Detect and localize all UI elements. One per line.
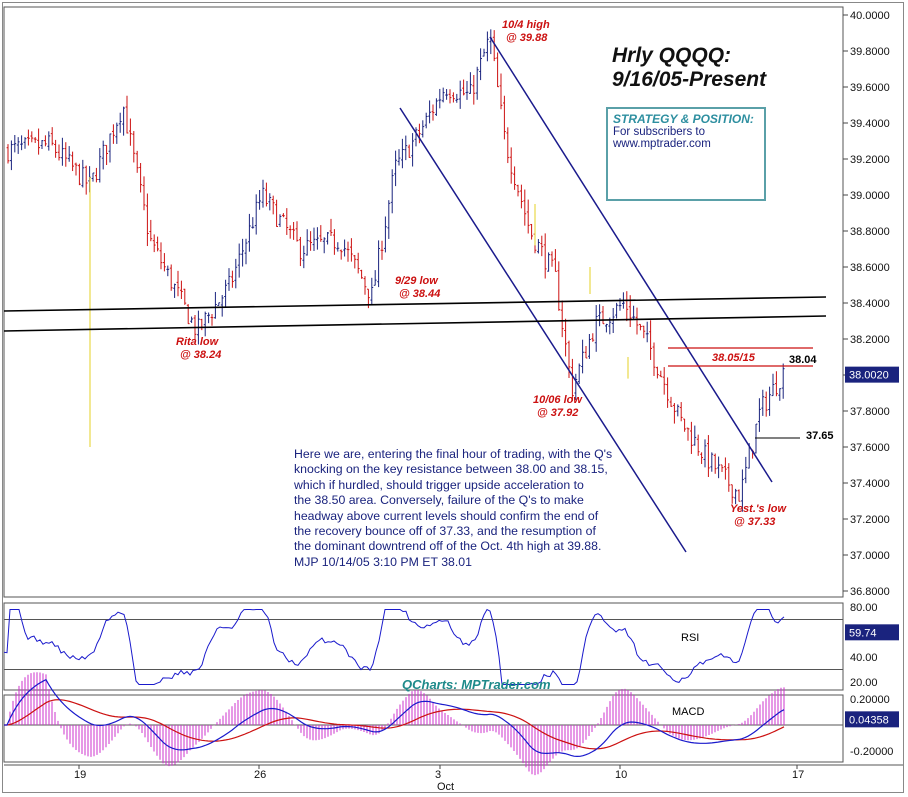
annotation-label: 10/4 high [502, 19, 550, 31]
channel-upper-line [489, 36, 773, 483]
level-label-38-04: 38.04 [789, 354, 817, 366]
level-label-37-65: 37.65 [806, 430, 834, 442]
annotation-value: @ 37.33 [734, 516, 775, 528]
macd-tick-label: 0.20000 [850, 694, 890, 706]
y-tick-label: 36.8000 [850, 586, 890, 598]
x-tick-sublabel: Oct [437, 781, 454, 793]
x-tick-label: 3 [435, 769, 441, 781]
x-tick-label: 26 [254, 769, 266, 781]
rsi-tick-label: 20.00 [850, 677, 878, 689]
strategy-heading: STRATEGY & POSITION: [613, 112, 754, 126]
rsi-panel: 80.00 40.00 20.00 RSI 59.74 [3, 602, 899, 689]
rsi-plot-area [3, 602, 844, 691]
annotation-value: @ 37.92 [537, 407, 578, 419]
annotation-label: 10/06 low [533, 394, 583, 406]
y-tick-label: 38.8000 [850, 226, 890, 238]
chart-title-line1: Hrly QQQQ: [612, 44, 732, 67]
y-tick-label: 39.4000 [850, 118, 890, 130]
y-tick-label: 39.0000 [850, 190, 890, 202]
annotation-label: 9/29 low [395, 275, 439, 287]
rsi-line [3, 608, 785, 686]
strategy-line2: www.mptrader.com [613, 138, 711, 150]
y-tick-label: 38.4000 [850, 298, 890, 310]
annotation-value: @ 38.24 [180, 349, 221, 361]
commentary-line: Here we are, entering the final hour of … [294, 447, 613, 461]
current-price-tag [845, 366, 899, 383]
y-tick-label: 40.0000 [850, 10, 890, 22]
y-tick-label: 37.2000 [850, 514, 890, 526]
commentary-line: headway above current levels should conf… [294, 508, 599, 523]
y-tick-label: 37.8000 [850, 406, 890, 418]
support-line-lower [3, 315, 827, 332]
commentary-line: the dominant downtrend off of the Oct. 4… [294, 539, 602, 554]
trend-lines [3, 36, 827, 553]
current-price-label: 38.0020 [849, 370, 889, 382]
chart-title-line2: 9/16/05-Present [612, 68, 767, 91]
x-axis: 19 26 3 10 17 Oct [74, 765, 804, 793]
rsi-current-label: 59.74 [849, 627, 877, 639]
rsi-tick-label: 80.00 [850, 602, 878, 614]
annotation-label: Yest.'s low [730, 503, 787, 515]
macd-series-label: MACD [672, 706, 704, 718]
x-tick-label: 19 [74, 769, 86, 781]
price-plot-area [3, 6, 844, 598]
y-tick-label: 38.2000 [850, 334, 890, 346]
annotation-value: @ 38.44 [399, 288, 440, 300]
annotation-value: @ 39.88 [506, 32, 548, 44]
commentary-line: the recovery bounce off of 37.33, and th… [294, 524, 596, 539]
chart-credit: QCharts: MPTrader.com [402, 677, 551, 692]
macd-tick-label: -0.20000 [850, 746, 893, 758]
strategy-line1: For subscribers to [613, 126, 706, 138]
rsi-current-tag [845, 624, 899, 641]
price-candles [6, 29, 785, 512]
annotation-label: Rita low [176, 336, 220, 348]
strategy-box: STRATEGY & POSITION: For subscribers to … [606, 107, 766, 201]
x-tick-label: 10 [615, 769, 627, 781]
macd-line [4, 678, 785, 758]
x-tick-label: 17 [792, 769, 804, 781]
y-tick-label: 39.8000 [850, 46, 890, 58]
support-line-upper [3, 296, 827, 312]
commentary-line: the 38.50 area. Conversely, failure of t… [294, 493, 584, 508]
macd-current-label: 0.04358 [849, 714, 889, 726]
chart-title: Hrly QQQQ: 9/16/05-Present [612, 44, 766, 92]
y-tick-label: 37.6000 [850, 442, 890, 454]
commentary: Here we are, entering the final hour of … [294, 447, 634, 570]
rsi-tick-label: 40.00 [850, 652, 878, 664]
commentary-line: knocking on the key resistance between 3… [294, 462, 608, 477]
y-tick-label: 39.2000 [850, 154, 890, 166]
rsi-series-label: RSI [681, 632, 699, 644]
channel-lower-line [399, 107, 687, 553]
price-y-axis: 40.0000 39.8000 39.6000 39.4000 39.2000 39.00… [843, 10, 899, 598]
price-panel [3, 6, 904, 766]
commentary-line: which if hurdled, should trigger upside … [294, 477, 584, 492]
macd-current-tag [845, 711, 899, 728]
level-label-38-05-15: 38.05/15 [712, 352, 756, 364]
y-tick-label: 39.6000 [850, 82, 890, 94]
commentary-line: MJP 10/14/05 3:10 PM ET 38.01 [294, 554, 472, 569]
y-tick-label: 37.4000 [850, 478, 890, 490]
y-tick-label: 37.0000 [850, 550, 890, 562]
y-tick-label: 38.6000 [850, 262, 890, 274]
macd-panel: 0.20000 -0.20000 MACD 0.04358 [4, 672, 899, 776]
